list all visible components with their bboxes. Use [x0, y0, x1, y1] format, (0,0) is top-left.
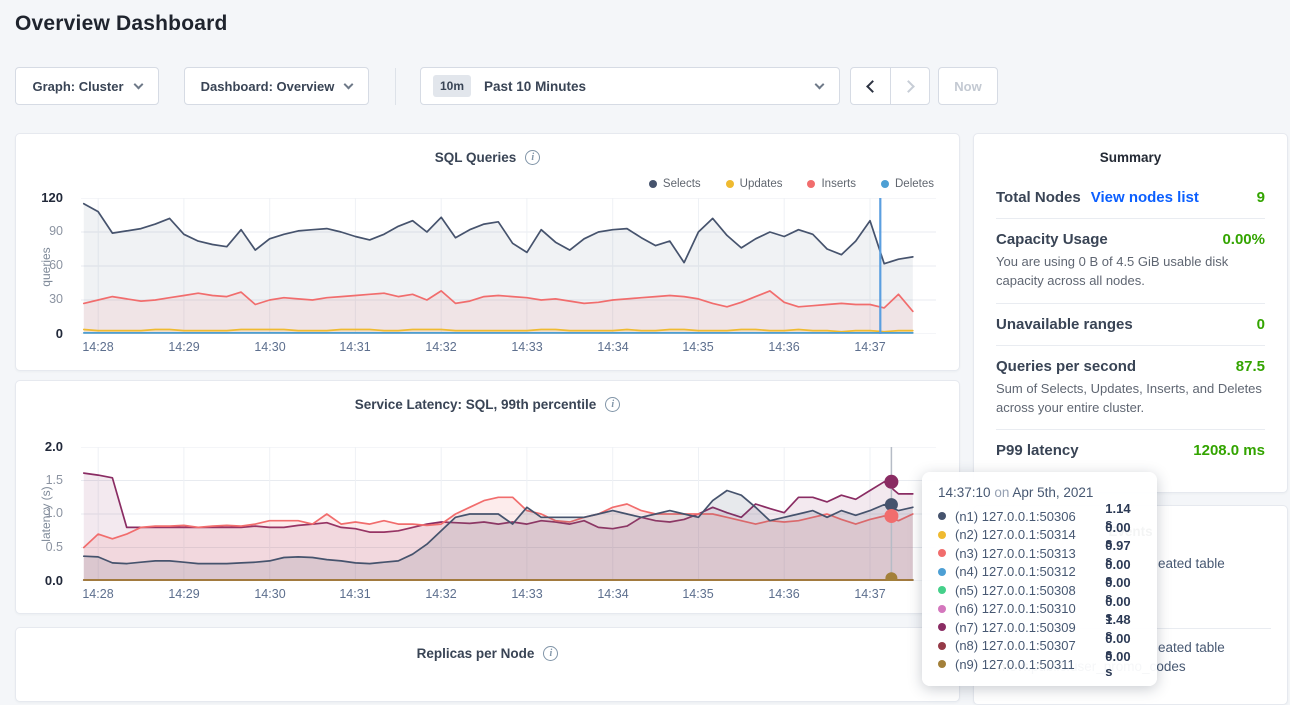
p99-latency-value: 1208.0 ms: [1193, 442, 1265, 459]
p99-latency-label: P99 latency: [996, 442, 1079, 459]
page-title: Overview Dashboard: [15, 12, 228, 36]
summary-capacity: Capacity Usage 0.00% You are using 0 B o…: [996, 218, 1265, 303]
tooltip-node-address: (n4) 127.0.0.1:50312: [955, 564, 1105, 579]
node-color-dot-icon: [938, 512, 946, 520]
qps-label: Queries per second: [996, 358, 1136, 375]
info-icon[interactable]: i: [543, 646, 558, 661]
legend-dot-icon: [881, 180, 889, 188]
sql-queries-title: SQL Queries: [435, 150, 517, 165]
legend-label: Updates: [740, 178, 783, 190]
tooltip-node-address: (n5) 127.0.0.1:50308: [955, 583, 1105, 598]
tooltip-on: on: [994, 485, 1009, 500]
node-color-dot-icon: [938, 642, 946, 650]
now-button[interactable]: Now: [938, 67, 998, 105]
tooltip-time: 14:37:10: [938, 485, 991, 500]
event-row[interactable]: eated table: [1158, 556, 1225, 571]
time-range-label: Past 10 Minutes: [484, 79, 586, 94]
tooltip-node-address: (n1) 127.0.0.1:50306: [955, 509, 1105, 524]
tooltip-node-value: 0.00 s: [1105, 649, 1141, 679]
unavailable-ranges-value: 0: [1257, 316, 1265, 333]
sql-x-ticks: 14:2814:2914:3014:3114:3214:3314:3414:35…: [81, 340, 936, 356]
info-icon[interactable]: i: [605, 397, 620, 412]
tooltip-node-address: (n3) 127.0.0.1:50313: [955, 546, 1105, 561]
node-color-dot-icon: [938, 568, 946, 576]
unavailable-ranges-label: Unavailable ranges: [996, 316, 1133, 333]
legend-item: Updates: [726, 178, 783, 190]
service-latency-chart[interactable]: [81, 447, 936, 581]
chevron-down-icon: [133, 79, 143, 89]
service-latency-card: Service Latency: SQL, 99th percentile i …: [15, 380, 960, 614]
node-color-dot-icon: [938, 605, 946, 613]
legend-label: Selects: [663, 178, 701, 190]
node-color-dot-icon: [938, 660, 946, 668]
summary-p99-latency: P99 latency 1208.0 ms: [996, 429, 1265, 471]
legend-label: Deletes: [895, 178, 934, 190]
sql-y-ticks: 0306090120: [16, 198, 73, 334]
legend-dot-icon: [807, 180, 815, 188]
summary-title: Summary: [974, 134, 1287, 177]
sql-queries-card: SQL Queries i Selects Updates Inserts De…: [15, 133, 960, 371]
tooltip-row: (n9) 127.0.0.1:50311 0.00 s: [938, 655, 1141, 674]
replicas-per-node-card: Replicas per Node i: [15, 627, 960, 702]
tooltip-node-address: (n8) 127.0.0.1:50307: [955, 638, 1105, 653]
tooltip-date: Apr 5th, 2021: [1012, 485, 1093, 500]
chevron-down-icon: [815, 79, 825, 89]
capacity-label: Capacity Usage: [996, 231, 1108, 248]
node-color-dot-icon: [938, 623, 946, 631]
node-color-dot-icon: [938, 531, 946, 539]
total-nodes-label: Total Nodes: [996, 189, 1081, 206]
legend-item: Inserts: [807, 178, 856, 190]
tooltip-rows: (n1) 127.0.0.1:50306 1.14 s (n2) 127.0.0…: [938, 507, 1141, 674]
summary-unavailable-ranges: Unavailable ranges 0: [996, 303, 1265, 345]
qps-value: 87.5: [1236, 358, 1265, 375]
time-forward-button[interactable]: [890, 68, 929, 104]
total-nodes-value: 9: [1257, 189, 1265, 206]
legend-dot-icon: [649, 180, 657, 188]
legend-dot-icon: [726, 180, 734, 188]
node-color-dot-icon: [938, 549, 946, 557]
time-back-button[interactable]: [851, 68, 890, 104]
info-icon[interactable]: i: [525, 150, 540, 165]
toolbar-divider: [395, 68, 396, 105]
sql-queries-legend: Selects Updates Inserts Deletes: [649, 178, 934, 190]
legend-item: Selects: [649, 178, 701, 190]
summary-qps: Queries per second 87.5 Sum of Selects, …: [996, 345, 1265, 430]
summary-total-nodes: Total Nodes View nodes list 9: [996, 177, 1265, 218]
tooltip-node-address: (n7) 127.0.0.1:50309: [955, 620, 1105, 635]
replicas-per-node-title: Replicas per Node: [417, 646, 535, 661]
service-latency-title: Service Latency: SQL, 99th percentile: [355, 397, 597, 412]
time-range-badge: 10m: [433, 75, 471, 97]
chevron-down-icon: [344, 79, 354, 89]
capacity-description: You are using 0 B of 4.5 GiB usable disk…: [996, 253, 1265, 291]
graph-dropdown-label: Graph: Cluster: [32, 79, 123, 94]
time-step-buttons: [850, 67, 930, 105]
view-nodes-list-link[interactable]: View nodes list: [1091, 189, 1199, 206]
dashboard-dropdown[interactable]: Dashboard: Overview: [184, 67, 369, 105]
dashboard-dropdown-label: Dashboard: Overview: [201, 79, 335, 94]
legend-item: Deletes: [881, 178, 934, 190]
summary-panel: Summary Total Nodes View nodes list 9 Ca…: [973, 133, 1288, 493]
graph-dropdown[interactable]: Graph: Cluster: [15, 67, 159, 105]
event-row[interactable]: eated table: [1158, 640, 1225, 655]
legend-label: Inserts: [821, 178, 856, 190]
chart-tooltip: 14:37:10 on Apr 5th, 2021 (n1) 127.0.0.1…: [922, 472, 1157, 686]
tooltip-node-address: (n9) 127.0.0.1:50311: [955, 657, 1105, 672]
arrow-right-icon: [902, 80, 915, 93]
capacity-value: 0.00%: [1222, 231, 1265, 248]
qps-description: Sum of Selects, Updates, Inserts, and De…: [996, 380, 1265, 418]
time-range-dropdown[interactable]: 10m Past 10 Minutes: [420, 67, 840, 105]
tooltip-node-address: (n6) 127.0.0.1:50310: [955, 601, 1105, 616]
arrow-left-icon: [866, 80, 879, 93]
tooltip-node-address: (n2) 127.0.0.1:50314: [955, 527, 1105, 542]
latency-x-ticks: 14:2814:2914:3014:3114:3214:3314:3414:35…: [81, 587, 936, 603]
tooltip-timestamp: 14:37:10 on Apr 5th, 2021: [938, 485, 1141, 500]
sql-queries-chart[interactable]: [81, 198, 936, 334]
latency-y-ticks: 0.00.51.01.52.0: [16, 447, 73, 581]
node-color-dot-icon: [938, 586, 946, 594]
